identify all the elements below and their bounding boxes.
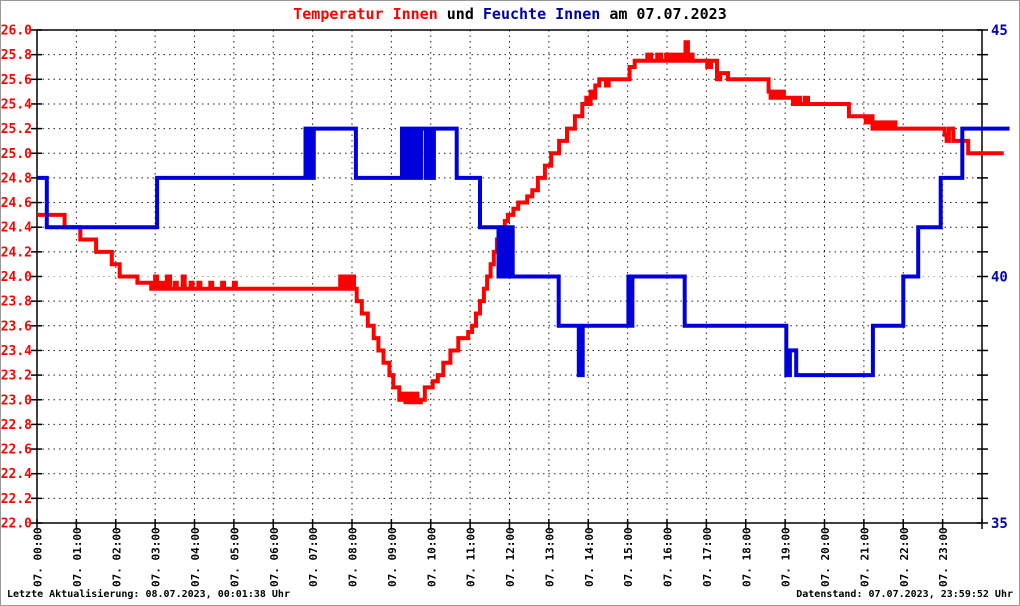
svg-text:25.8: 25.8: [1, 48, 32, 63]
svg-text:23.6: 23.6: [1, 319, 32, 334]
svg-text:22.8: 22.8: [1, 418, 32, 433]
svg-text:07. 18:00: 07. 18:00: [740, 527, 753, 587]
svg-text:07. 11:00: 07. 11:00: [465, 527, 478, 587]
svg-text:07. 19:00: 07. 19:00: [780, 527, 793, 587]
x-axis-labels: 07. 00:00 07. 01:00 07. 02:00 07. 03:00 07. …: [32, 527, 951, 587]
title-temperature-label: Temperatur Innen: [293, 5, 438, 23]
title-humidity-label: Feuchte Innen: [482, 5, 601, 23]
svg-text:22.2: 22.2: [1, 492, 32, 507]
svg-text:07. 16:00: 07. 16:00: [662, 527, 675, 587]
svg-text:24.0: 24.0: [1, 270, 32, 285]
chart-title: Temperatur Innen und Feuchte Innen am 07…: [0, 5, 1020, 23]
svg-text:22.6: 22.6: [1, 443, 32, 458]
title-date: am 07.07.2023: [600, 5, 727, 23]
svg-text:23.4: 23.4: [1, 344, 32, 359]
svg-text:23.8: 23.8: [1, 295, 32, 310]
svg-text:07. 07:00: 07. 07:00: [307, 527, 320, 587]
svg-text:07. 14:00: 07. 14:00: [583, 527, 596, 587]
temperature-series-line: [37, 40, 1004, 405]
left-axis-labels: 26.0 25.8 25.6 25.4 25.2 25.0 24.8 24.6 24.4 24.2…: [1, 24, 32, 532]
svg-text:25.2: 25.2: [1, 122, 32, 137]
svg-text:07. 05:00: 07. 05:00: [228, 527, 241, 587]
svg-text:07. 15:00: 07. 15:00: [622, 527, 635, 587]
svg-text:07. 08:00: 07. 08:00: [347, 527, 360, 587]
data-timestamp-text: Datenstand: 07.07.2023, 23:59:52 Uhr: [796, 589, 1013, 600]
svg-text:24.6: 24.6: [1, 196, 32, 211]
svg-text:25.6: 25.6: [1, 73, 32, 88]
title-conjunction: und: [437, 5, 483, 23]
svg-text:23.0: 23.0: [1, 393, 32, 408]
svg-text:25.4: 25.4: [1, 97, 32, 112]
svg-text:07. 13:00: 07. 13:00: [543, 527, 556, 587]
svg-text:22.4: 22.4: [1, 467, 32, 482]
svg-text:07. 20:00: 07. 20:00: [819, 527, 832, 587]
svg-text:07. 03:00: 07. 03:00: [150, 527, 163, 587]
svg-text:07. 23:00: 07. 23:00: [937, 527, 950, 587]
svg-text:07. 04:00: 07. 04:00: [189, 527, 202, 587]
svg-text:24.4: 24.4: [1, 221, 32, 236]
last-update-text: Letzte Aktualisierung: 08.07.2023, 00:01…: [7, 589, 290, 600]
svg-text:26.0: 26.0: [1, 24, 32, 39]
svg-text:07. 01:00: 07. 01:00: [71, 527, 84, 587]
svg-text:35: 35: [991, 516, 1008, 532]
svg-text:24.8: 24.8: [1, 171, 32, 186]
svg-text:07. 17:00: 07. 17:00: [701, 527, 714, 587]
svg-text:07. 09:00: 07. 09:00: [386, 527, 399, 587]
svg-text:22.0: 22.0: [1, 517, 32, 532]
svg-text:45: 45: [991, 23, 1008, 39]
svg-text:25.0: 25.0: [1, 147, 32, 162]
svg-text:07. 12:00: 07. 12:00: [504, 527, 517, 587]
svg-text:07. 22:00: 07. 22:00: [898, 527, 911, 587]
axis-ticks: [31, 29, 988, 529]
svg-text:07. 02:00: 07. 02:00: [110, 527, 123, 587]
right-axis-labels: 45 40 35: [991, 23, 1008, 532]
humidity-series-line: [37, 126, 1010, 378]
svg-text:24.2: 24.2: [1, 245, 32, 260]
svg-text:07. 21:00: 07. 21:00: [858, 527, 871, 587]
svg-text:07. 10:00: 07. 10:00: [425, 527, 438, 587]
svg-text:40: 40: [991, 270, 1008, 286]
svg-text:23.2: 23.2: [1, 369, 32, 384]
svg-text:07. 00:00: 07. 00:00: [32, 527, 45, 587]
svg-text:07. 06:00: 07. 06:00: [268, 527, 281, 587]
